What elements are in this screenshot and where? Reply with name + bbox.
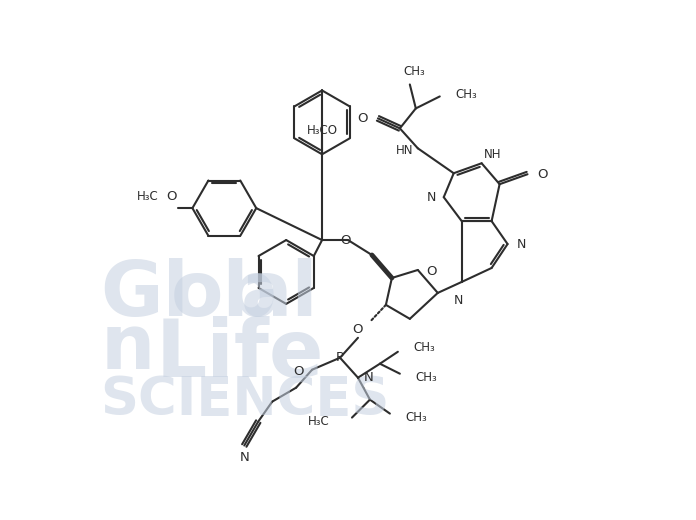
Text: N: N bbox=[239, 451, 249, 464]
Text: Life: Life bbox=[155, 316, 324, 394]
Text: O: O bbox=[294, 365, 304, 378]
Text: HN: HN bbox=[396, 144, 414, 157]
Text: P: P bbox=[336, 351, 344, 364]
Text: N: N bbox=[516, 238, 526, 251]
Text: n: n bbox=[101, 311, 155, 385]
Text: CH₃: CH₃ bbox=[456, 88, 477, 101]
Text: O: O bbox=[340, 233, 350, 246]
Text: CH₃: CH₃ bbox=[406, 411, 427, 424]
Text: Gl: Gl bbox=[101, 258, 189, 332]
Text: NH: NH bbox=[484, 148, 501, 161]
Text: SCIENCES: SCIENCES bbox=[101, 374, 390, 426]
Text: O: O bbox=[537, 168, 548, 181]
Text: al: al bbox=[240, 258, 318, 332]
Text: CH₃: CH₃ bbox=[414, 341, 436, 354]
Text: H₃C: H₃C bbox=[308, 415, 330, 428]
Text: N: N bbox=[427, 191, 436, 204]
Text: N: N bbox=[454, 294, 464, 307]
Text: O: O bbox=[166, 190, 177, 203]
Text: CH₃: CH₃ bbox=[403, 66, 425, 79]
Text: H₃C: H₃C bbox=[136, 190, 159, 203]
Text: O: O bbox=[353, 323, 363, 336]
Text: CH₃: CH₃ bbox=[416, 371, 438, 384]
Text: O: O bbox=[358, 112, 368, 125]
Text: ob: ob bbox=[171, 258, 278, 332]
Text: H₃CO: H₃CO bbox=[306, 124, 338, 137]
Text: O: O bbox=[427, 265, 437, 278]
Text: N: N bbox=[364, 371, 374, 384]
